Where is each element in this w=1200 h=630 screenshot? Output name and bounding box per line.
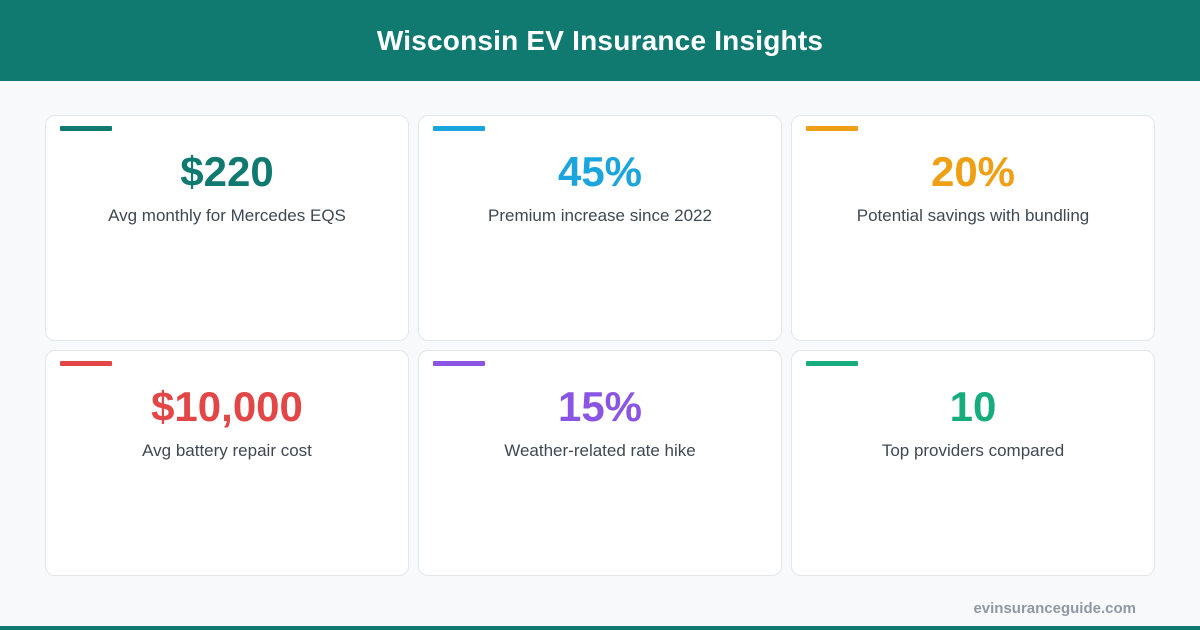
- stat-label: Avg monthly for Mercedes EQS: [108, 206, 346, 225]
- stat-card: $220 Avg monthly for Mercedes EQS: [45, 115, 409, 341]
- bottom-accent-bar: [0, 626, 1200, 630]
- stat-value: $220: [180, 148, 274, 195]
- stat-card: 45% Premium increase since 2022: [418, 115, 782, 341]
- stat-value: $10,000: [151, 383, 303, 430]
- stat-card: 20% Potential savings with bundling: [791, 115, 1155, 341]
- header-banner: Wisconsin EV Insurance Insights: [0, 0, 1200, 81]
- card-accent-bar: [433, 126, 485, 131]
- stat-card: 15% Weather-related rate hike: [418, 350, 782, 576]
- card-accent-bar: [806, 361, 858, 366]
- stat-value: 45%: [557, 148, 643, 195]
- stats-grid: $220 Avg monthly for Mercedes EQS 45% Pr…: [45, 115, 1155, 576]
- card-accent-bar: [806, 126, 858, 131]
- stat-label: Avg battery repair cost: [142, 441, 312, 460]
- stat-card: 10 Top providers compared: [791, 350, 1155, 576]
- card-accent-bar: [433, 361, 485, 366]
- site-credit: evinsuranceguide.com: [973, 600, 1136, 617]
- stat-label: Top providers compared: [881, 441, 1065, 460]
- stat-label: Potential savings with bundling: [856, 206, 1090, 225]
- card-accent-bar: [60, 126, 112, 131]
- stat-label: Weather-related rate hike: [504, 441, 696, 460]
- stat-card: $10,000 Avg battery repair cost: [45, 350, 409, 576]
- card-accent-bar: [60, 361, 112, 366]
- stat-value: 20%: [930, 148, 1016, 195]
- stat-label: Premium increase since 2022: [488, 206, 712, 225]
- page-title: Wisconsin EV Insurance Insights: [376, 24, 824, 56]
- stat-value: 15%: [557, 383, 643, 430]
- stat-value: 10: [949, 383, 997, 430]
